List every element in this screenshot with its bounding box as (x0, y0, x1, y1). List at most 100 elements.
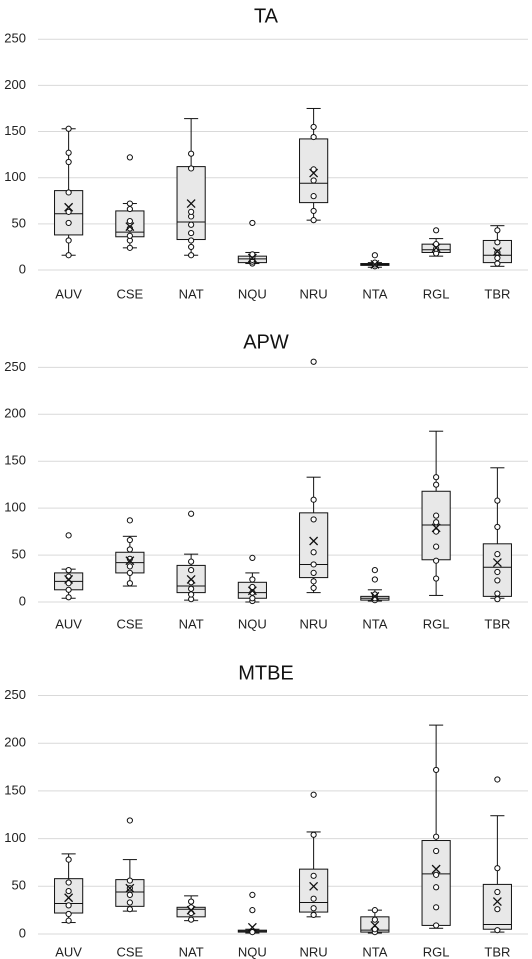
mean-marker (64, 575, 74, 584)
data-point (494, 249, 501, 256)
box-nat: NAT (176, 118, 206, 301)
y-tick-label: 150 (4, 123, 26, 138)
mean-marker (492, 558, 502, 568)
data-point (65, 566, 72, 574)
data-point (433, 528, 440, 535)
data-point (126, 899, 133, 906)
data-point (65, 902, 72, 909)
box-auv: AUV (54, 853, 84, 959)
data-point (494, 776, 501, 783)
data-point (494, 227, 501, 234)
data-point (494, 888, 501, 896)
data-point (433, 922, 440, 929)
mean-marker (64, 202, 74, 212)
box-tbr: TBR (482, 225, 512, 301)
box-nru: NRU (299, 358, 329, 631)
data-point (494, 551, 501, 558)
iqr-box (299, 512, 329, 579)
data-point (310, 166, 317, 173)
data-point (371, 907, 378, 914)
data-point (126, 154, 133, 161)
mean-marker (492, 897, 502, 907)
data-point (65, 910, 72, 918)
x-tick-label: NQU (238, 286, 267, 301)
data-point (310, 133, 317, 141)
x-tick-label: AUV (55, 944, 82, 959)
mean-marker (247, 253, 257, 263)
data-point (249, 219, 256, 227)
data-point (65, 149, 72, 156)
x-tick-label: TBR (484, 944, 510, 959)
x-tick-label: CSE (117, 944, 144, 959)
box-nta: NTA (360, 907, 390, 959)
data-point (65, 532, 72, 539)
data-point (126, 200, 133, 207)
data-point (494, 596, 501, 603)
x-tick-label: NAT (179, 286, 204, 301)
box-cse: CSE (115, 154, 145, 301)
data-point (433, 227, 440, 234)
data-point (249, 595, 256, 602)
data-point (310, 561, 317, 568)
y-tick-label: 100 (4, 169, 26, 184)
data-point (433, 871, 440, 878)
box-auv: AUV (54, 532, 84, 631)
y-tick-label: 100 (4, 500, 26, 515)
data-point (188, 165, 195, 172)
y-tick-label: 200 (4, 406, 26, 421)
y-tick-label: 250 (4, 359, 26, 374)
data-point (126, 546, 133, 553)
chart-title: MTBE (238, 662, 294, 684)
data-point (310, 207, 317, 215)
data-point (433, 543, 440, 550)
data-point (126, 891, 133, 898)
mean-marker (370, 920, 380, 930)
data-point (371, 566, 378, 574)
data-point (188, 208, 195, 215)
mean-marker (431, 243, 441, 253)
mean-marker (309, 536, 319, 546)
data-point (433, 474, 440, 481)
data-point (188, 916, 195, 923)
data-point (126, 877, 133, 884)
data-point (494, 568, 501, 576)
data-point (188, 237, 195, 244)
box-nat: NAT (176, 510, 206, 631)
box-tbr: TBR (482, 776, 512, 959)
data-point (433, 833, 440, 840)
x-tick-label: NAT (179, 944, 204, 959)
data-point (126, 517, 133, 524)
data-point (433, 904, 440, 911)
mean-marker (64, 893, 74, 903)
box-nqu: NQU (237, 554, 267, 631)
x-tick-label: NTA (362, 286, 387, 301)
mean-marker (247, 922, 257, 932)
data-point (126, 232, 133, 239)
box-rgl: RGL (421, 227, 451, 301)
data-point (310, 584, 317, 592)
data-point (494, 260, 501, 267)
data-point (433, 519, 440, 526)
mean-marker (492, 247, 502, 256)
data-point (433, 241, 440, 248)
mean-marker (309, 881, 319, 891)
data-point (310, 569, 317, 577)
data-point (494, 906, 501, 913)
data-point (310, 895, 317, 902)
data-point (310, 123, 317, 131)
data-point (65, 189, 72, 196)
data-point (65, 594, 72, 601)
data-point (371, 576, 378, 583)
data-point (65, 158, 72, 166)
x-tick-label: TBR (484, 286, 510, 301)
data-point (310, 911, 317, 919)
x-tick-label: NTA (362, 616, 387, 631)
iqr-box (421, 840, 451, 926)
chart-panel-2: MTBE 0 50 100 150 200 250 AUV CSE NAT NQU NRU NTA RGL… (4, 662, 528, 959)
data-point (65, 237, 72, 244)
box-nta: NTA (360, 252, 390, 301)
data-point (249, 928, 256, 936)
data-point (433, 575, 440, 582)
x-tick-label: RGL (423, 616, 450, 631)
